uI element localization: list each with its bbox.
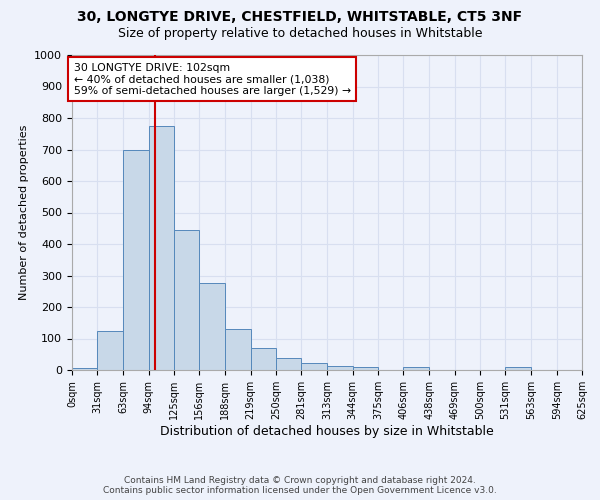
Y-axis label: Number of detached properties: Number of detached properties [19, 125, 29, 300]
Bar [149, 126, 174, 370]
Bar [505, 368, 532, 370]
Bar [251, 348, 276, 370]
Bar [72, 368, 97, 370]
Bar [328, 366, 353, 370]
Bar [353, 368, 378, 370]
Bar [97, 330, 124, 370]
Text: 30, LONGTYE DRIVE, CHESTFIELD, WHITSTABLE, CT5 3NF: 30, LONGTYE DRIVE, CHESTFIELD, WHITSTABL… [77, 10, 523, 24]
Bar [226, 329, 251, 370]
Bar [276, 358, 301, 370]
Text: 30 LONGTYE DRIVE: 102sqm
← 40% of detached houses are smaller (1,038)
59% of sem: 30 LONGTYE DRIVE: 102sqm ← 40% of detach… [74, 63, 351, 96]
Bar [403, 368, 430, 370]
Bar [301, 363, 328, 370]
Bar [199, 284, 226, 370]
Bar [124, 150, 149, 370]
Text: Contains HM Land Registry data © Crown copyright and database right 2024.
Contai: Contains HM Land Registry data © Crown c… [103, 476, 497, 495]
Bar [174, 230, 199, 370]
X-axis label: Distribution of detached houses by size in Whitstable: Distribution of detached houses by size … [160, 424, 494, 438]
Text: Size of property relative to detached houses in Whitstable: Size of property relative to detached ho… [118, 28, 482, 40]
